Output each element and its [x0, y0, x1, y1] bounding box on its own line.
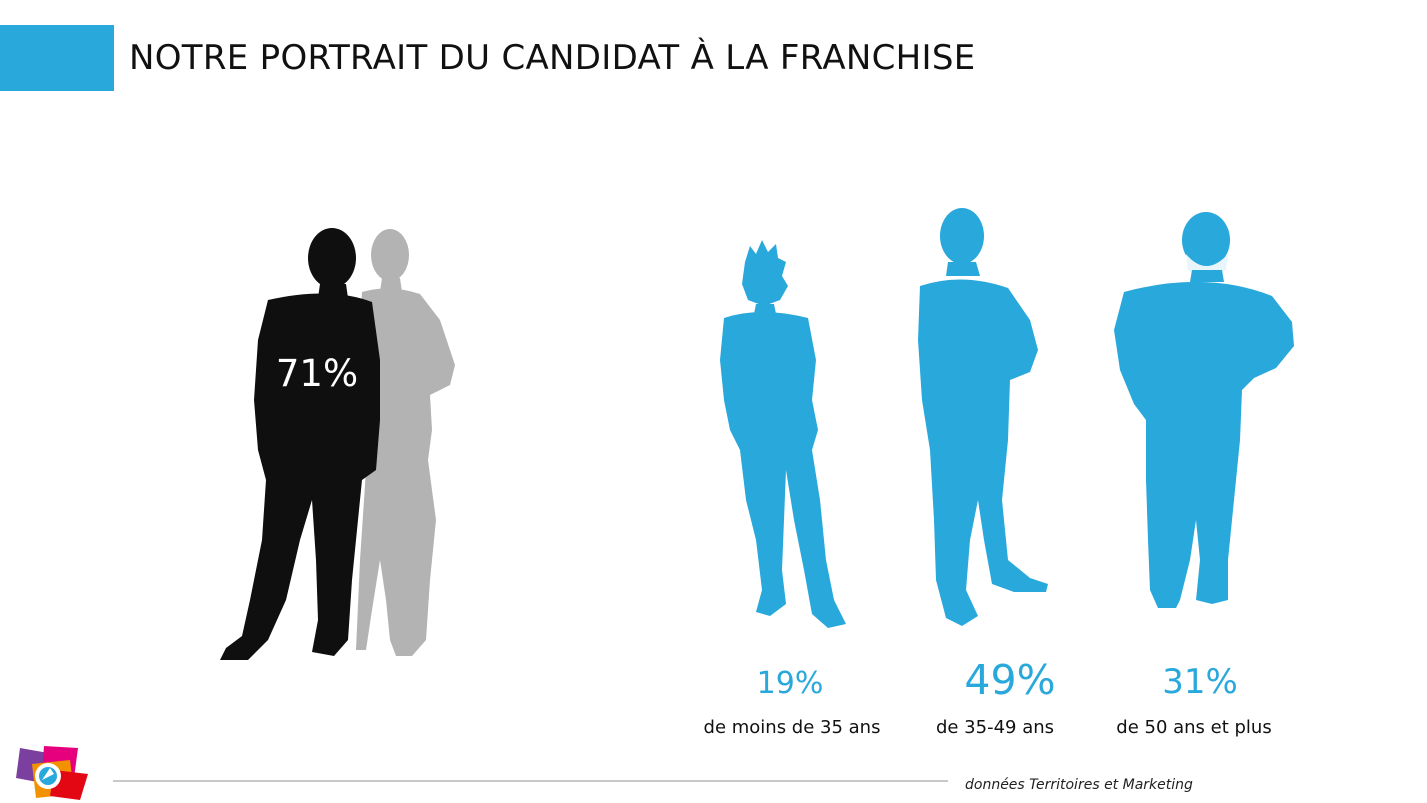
source-note: données Territoires et Marketing — [965, 777, 1193, 793]
company-logo-icon — [16, 746, 88, 800]
age-group-percent-young: 19% — [756, 666, 824, 701]
male-percentage: 71% — [275, 352, 359, 395]
adult-person-silhouette-icon — [918, 208, 1048, 626]
age-group-percent-senior: 31% — [1162, 662, 1238, 702]
age-group-label-middle: de 35-49 ans — [935, 717, 1055, 738]
woman-silhouette-icon — [356, 229, 455, 656]
title-accent-block — [0, 25, 114, 91]
age-group-percent-middle: 49% — [964, 656, 1056, 704]
age-group-label-young: de moins de 35 ans — [703, 717, 881, 738]
footer-divider — [113, 780, 948, 782]
age-group-label-senior: de 50 ans et plus — [1116, 717, 1272, 738]
man-silhouette-icon — [220, 228, 380, 660]
page-title: NOTRE PORTRAIT DU CANDIDAT À LA FRANCHIS… — [129, 38, 976, 78]
young-person-silhouette-icon — [720, 240, 846, 628]
senior-person-silhouette-icon — [1114, 212, 1294, 608]
